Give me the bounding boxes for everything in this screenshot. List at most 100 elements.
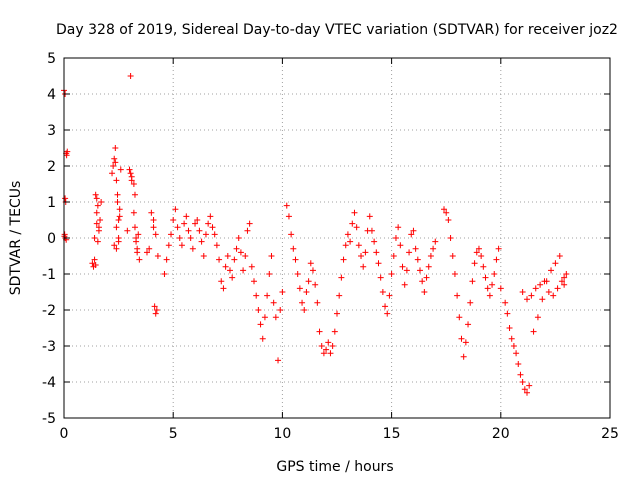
data-point-plus-marker: [314, 299, 321, 306]
data-point-plus-marker: [93, 209, 100, 216]
data-point-plus-marker: [128, 177, 135, 184]
data-point-plus-marker: [561, 274, 568, 281]
y-tick-label: -2: [42, 303, 56, 319]
data-point-plus-marker: [465, 321, 472, 328]
data-point-plus-marker: [112, 145, 119, 151]
data-point-plus-marker: [423, 274, 430, 281]
data-point-plus-marker: [425, 263, 432, 270]
data-point-plus-marker: [397, 242, 404, 249]
data-point-plus-marker: [419, 278, 426, 285]
data-point-plus-marker: [445, 217, 452, 223]
data-point-plus-marker: [416, 267, 423, 274]
data-point-plus-marker: [242, 253, 249, 259]
data-point-plus-marker: [115, 238, 122, 245]
data-point-plus-marker: [456, 314, 463, 321]
data-point-plus-marker: [388, 271, 395, 277]
y-tick-labels: -5 -4 -3 -2 -1 0 1 2 3 4 5: [42, 51, 56, 427]
data-point-plus-marker: [151, 303, 158, 310]
data-point-plus-marker: [460, 353, 467, 360]
data-point-plus-marker: [264, 292, 271, 299]
data-point-plus-marker: [530, 328, 537, 335]
data-point-plus-marker: [131, 224, 138, 231]
data-point-plus-marker: [112, 159, 119, 166]
data-point-plus-marker: [504, 310, 511, 317]
x-tick-labels: 0 5 10 15 20 25: [60, 426, 619, 442]
data-point-plus-marker: [371, 238, 378, 245]
x-tick-label: 10: [273, 426, 291, 442]
data-point-plus-marker: [110, 163, 117, 169]
data-point-plus-marker: [64, 148, 71, 155]
data-point-plus-marker: [347, 238, 354, 245]
data-point-plus-marker: [62, 195, 69, 202]
data-point-plus-marker: [327, 350, 334, 357]
data-point-plus-marker: [226, 267, 233, 274]
data-point-plus-marker: [358, 253, 365, 259]
data-point-plus-marker: [384, 310, 391, 317]
data-point-plus-marker: [130, 181, 137, 187]
data-point-plus-marker: [259, 335, 266, 342]
data-point-plus-marker: [202, 231, 209, 238]
y-tick-label: 5: [47, 51, 56, 67]
data-point-plus-marker: [471, 260, 478, 267]
data-point-plus-marker: [462, 339, 469, 346]
data-point-plus-marker: [325, 339, 332, 346]
data-point-plus-marker: [194, 217, 201, 223]
data-point-plus-marker: [257, 321, 264, 328]
data-point-plus-marker: [146, 245, 153, 252]
x-axis-label: GPS time / hours: [276, 459, 393, 475]
data-point-plus-marker: [268, 253, 275, 259]
data-point-plus-marker: [379, 289, 386, 295]
data-point-plus-marker: [168, 231, 175, 238]
data-point-plus-marker: [216, 256, 223, 263]
data-point-plus-marker: [353, 224, 360, 231]
data-point-plus-marker: [187, 235, 194, 241]
chart-title: Day 328 of 2019, Sidereal Day-to-day VTE…: [56, 22, 618, 38]
data-point-plus-marker: [491, 271, 498, 277]
data-point-plus-marker: [526, 382, 533, 389]
data-point-plus-marker: [443, 209, 450, 216]
data-point-plus-marker: [469, 278, 476, 285]
data-point-plus-marker: [153, 307, 160, 313]
data-point-plus-marker: [148, 209, 155, 216]
data-point-plus-marker: [94, 238, 101, 245]
data-point-plus-marker: [251, 278, 258, 285]
data-point-plus-marker: [403, 267, 410, 274]
data-point-plus-marker: [412, 245, 419, 252]
axis-ticks: [63, 57, 611, 419]
data-point-plus-marker: [338, 274, 345, 281]
data-point-plus-marker: [94, 202, 101, 209]
data-point-plus-marker: [266, 271, 273, 277]
data-point-plus-marker: [272, 314, 279, 321]
data-point-plus-marker: [517, 371, 524, 378]
data-point-plus-marker: [161, 271, 168, 277]
data-point-plus-marker: [373, 249, 380, 256]
data-point-plus-marker: [277, 307, 284, 313]
data-point-plus-marker: [320, 350, 327, 357]
data-point-plus-marker: [301, 307, 308, 313]
data-point-plus-marker: [174, 224, 181, 231]
y-tick-label: -1: [42, 267, 56, 283]
data-point-plus-marker: [285, 213, 292, 220]
data-point-plus-marker: [331, 328, 338, 335]
data-point-plus-marker: [375, 260, 382, 267]
data-point-plus-marker: [133, 235, 140, 241]
y-tick-label: 1: [47, 195, 56, 211]
data-point-plus-marker: [550, 292, 557, 299]
data-point-plus-marker: [231, 256, 238, 263]
data-point-plus-marker: [165, 242, 172, 249]
data-point-plus-marker: [521, 386, 528, 393]
data-point-plus-marker: [508, 335, 515, 342]
data-point-plus-marker: [480, 263, 487, 270]
data-point-plus-marker: [340, 256, 347, 263]
x-tick-label: 20: [492, 426, 510, 442]
y-tick-label: 2: [47, 159, 56, 175]
data-point-plus-marker: [93, 220, 100, 227]
data-point-plus-marker: [537, 281, 544, 288]
data-point-plus-marker: [513, 350, 520, 357]
data-point-plus-marker: [222, 263, 229, 270]
data-point-plus-marker: [342, 242, 349, 249]
data-point-plus-marker: [390, 253, 397, 259]
data-point-plus-marker: [220, 285, 227, 292]
